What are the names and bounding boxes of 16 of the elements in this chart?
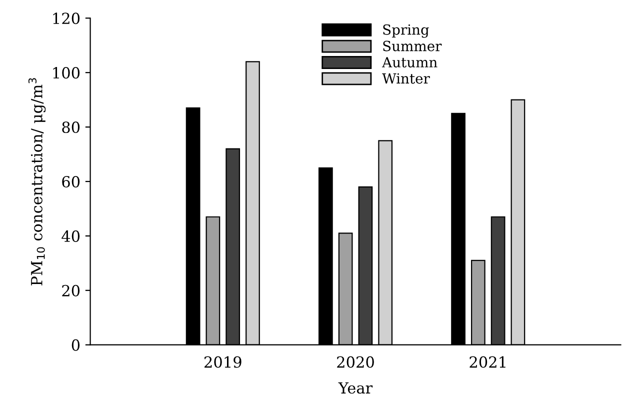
- legend-label: Autumn: [382, 57, 438, 68]
- x-axis-title: Year: [338, 382, 373, 394]
- y-tick-label: 120: [53, 12, 80, 24]
- y-tick-label: 0: [72, 339, 80, 351]
- legend-label: Summer: [383, 40, 442, 52]
- legend-label: Spring: [383, 24, 429, 38]
- legend-label: Winter: [382, 73, 430, 84]
- y-tick-label: 20: [62, 284, 80, 296]
- x-tick-label: 2020: [337, 356, 374, 368]
- y-tick-label: 60: [62, 176, 80, 188]
- y-tick-label: 80: [62, 122, 80, 134]
- y-axis-title: PM$_{10}$ concentration/ μg/m$^{3}$: [28, 78, 46, 286]
- y-tick-label: 40: [62, 230, 80, 242]
- x-tick-label: 2019: [204, 356, 242, 368]
- x-tick-label: 2021: [470, 356, 506, 368]
- y-tick-label: 100: [53, 67, 80, 79]
